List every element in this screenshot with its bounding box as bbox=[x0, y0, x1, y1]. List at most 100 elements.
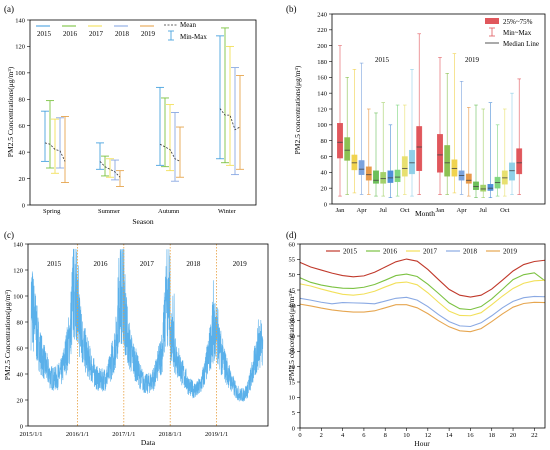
box-2019-m7 bbox=[480, 184, 487, 192]
year-label-2015: 2015 bbox=[47, 260, 62, 268]
legend-year-label: 2018 bbox=[115, 30, 130, 38]
x-tick-label: 20 bbox=[510, 432, 517, 439]
y-tick-label: 0 bbox=[324, 201, 327, 208]
box-2015-m11 bbox=[409, 149, 415, 175]
x-tick-label: 4 bbox=[341, 432, 345, 439]
legend-year-label: 2015 bbox=[37, 30, 52, 38]
legend-box-label: 25%~75% bbox=[503, 18, 533, 26]
y-tick-label: 20 bbox=[321, 185, 328, 192]
panel-d-label: (d) bbox=[286, 230, 297, 240]
y-tick-label: 0 bbox=[22, 202, 25, 209]
x-tick-label: 2 bbox=[320, 432, 323, 439]
line-2019 bbox=[299, 301, 546, 333]
panel-a-x-ticks: Spring Summer Autumn Winter bbox=[43, 208, 237, 215]
panel-b-boxes bbox=[337, 33, 523, 198]
panel-b-y-ticks: 0 20 40 60 80 100 120 140 160 180 200 220 240 bbox=[317, 11, 332, 208]
panel-b: (b) 0 20 40 60 80 100 120 140 160 180 200 220 240 Ja… bbox=[286, 4, 546, 218]
mean-line-autumn bbox=[159, 143, 181, 162]
panel-c-label: (c) bbox=[4, 230, 14, 240]
panel-b-year-2019: 2019 bbox=[465, 56, 480, 64]
box-2015-m2 bbox=[344, 137, 351, 161]
y-tick-label: 120 bbox=[13, 267, 23, 274]
legend-label-2016: 2016 bbox=[383, 248, 398, 256]
legend-whisker-label: Min~Max bbox=[503, 29, 532, 37]
x-tick-label: Summer bbox=[98, 208, 121, 215]
x-tick-label: 18 bbox=[488, 432, 495, 439]
mean-line-summer bbox=[99, 161, 121, 178]
y-tick-label: 15 bbox=[289, 379, 296, 386]
y-tick-label: 60 bbox=[19, 123, 26, 130]
box-2019-m8 bbox=[487, 184, 494, 191]
x-tick-label: 6 bbox=[362, 432, 366, 439]
panel-d-y-ticks: 0 5 10 15 20 25 30 35 40 45 50 55 60 bbox=[289, 241, 300, 432]
panel-d-x-axis-label: Hour bbox=[414, 439, 430, 448]
legend-label-2017: 2017 bbox=[423, 248, 438, 256]
y-tick-label: 35 bbox=[289, 318, 296, 325]
x-tick-label: 0 bbox=[298, 432, 301, 439]
panel-d: (d) 0 5 10 15 20 25 30 35 40 45 50 55 60 0 2 4 6 8 10 12 14… bbox=[286, 230, 546, 448]
year-label-2017: 2017 bbox=[140, 260, 155, 268]
x-tick-label: 12 bbox=[425, 432, 432, 439]
legend-label-2018: 2018 bbox=[463, 248, 478, 256]
x-tick-label: Spring bbox=[43, 208, 61, 215]
box-2019-m12 bbox=[516, 148, 523, 175]
x-tick-label: Jul bbox=[479, 207, 487, 214]
y-tick-label: 100 bbox=[317, 122, 327, 129]
panel-a-y-ticks: 0 20 40 60 80 100 120 140 bbox=[15, 17, 30, 209]
y-tick-label: 40 bbox=[289, 303, 296, 310]
x-tick-label: Oct bbox=[400, 207, 410, 214]
x-tick-label: 22 bbox=[531, 432, 538, 439]
x-tick-label: Oct bbox=[500, 207, 510, 214]
box-2019-m2 bbox=[444, 145, 451, 177]
y-tick-label: 20 bbox=[19, 176, 26, 183]
panel-b-y-axis-label: PM2.5 concentrations(μg/m³) bbox=[293, 65, 302, 154]
panel-c-year-labels: 2015 2016 2017 2018 2019 bbox=[47, 260, 247, 268]
x-tick-label: Jul bbox=[379, 207, 387, 214]
legend-label-2019: 2019 bbox=[503, 248, 518, 256]
mean-line-spring bbox=[44, 142, 66, 162]
y-tick-label: 80 bbox=[17, 319, 24, 326]
panel-a-mean-lines bbox=[44, 108, 241, 178]
box-2015-m1 bbox=[337, 123, 343, 159]
box-2015-m12 bbox=[416, 126, 423, 171]
y-tick-label: 20 bbox=[17, 397, 24, 404]
y-tick-label: 120 bbox=[317, 106, 327, 113]
year-label-2018: 2018 bbox=[186, 260, 201, 268]
panel-a-x-axis-label: Season bbox=[132, 217, 153, 226]
y-tick-label: 30 bbox=[289, 333, 296, 340]
panel-b-label: (b) bbox=[286, 4, 297, 14]
y-tick-label: 160 bbox=[317, 75, 327, 82]
x-tick-label: 2015/1/1 bbox=[19, 431, 42, 438]
panel-a-y-axis-label: PM2.5 Concentrations(μg/m³) bbox=[6, 66, 15, 157]
y-tick-label: 60 bbox=[17, 345, 24, 352]
box-2015-m10 bbox=[401, 156, 408, 177]
y-tick-label: 60 bbox=[321, 154, 328, 161]
panel-a-legend: Mean Min-Max 2015 2016 2017 2018 2019 bbox=[36, 21, 207, 41]
y-tick-label: 40 bbox=[19, 149, 26, 156]
box-2015-m5 bbox=[365, 166, 372, 181]
panel-a-year-series bbox=[41, 27, 244, 187]
panel-c-x-ticks: 2015/1/1 2016/1/1 2017/1/1 2018/1/1 2019/1/1 bbox=[19, 431, 228, 438]
panel-c-plot-frame bbox=[27, 243, 269, 427]
y-tick-label: 80 bbox=[321, 138, 328, 145]
panel-c-year-separators bbox=[77, 244, 218, 426]
panel-d-plot-frame bbox=[299, 243, 546, 429]
panel-c-daily-line bbox=[30, 248, 264, 402]
x-tick-label: Winter bbox=[218, 208, 237, 215]
legend-year-label: 2019 bbox=[141, 30, 156, 38]
y-tick-label: 60 bbox=[289, 241, 296, 248]
legend-year-label: 2017 bbox=[89, 30, 104, 38]
x-tick-label: Apr bbox=[457, 207, 468, 214]
box-2015-m8 bbox=[387, 170, 394, 183]
y-tick-label: 10 bbox=[289, 395, 296, 402]
y-tick-label: 0 bbox=[292, 425, 295, 432]
y-tick-label: 45 bbox=[289, 287, 296, 294]
x-tick-label: 16 bbox=[467, 432, 474, 439]
y-tick-label: 120 bbox=[15, 44, 25, 51]
x-tick-label: 14 bbox=[446, 432, 453, 439]
x-tick-label: 2018/1/1 bbox=[159, 431, 182, 438]
box-2019-m6 bbox=[473, 181, 479, 190]
panel-c-y-ticks: 0 20 40 60 80 100 120 140 bbox=[13, 241, 28, 430]
year-label-2016: 2016 bbox=[94, 260, 109, 268]
box-2015-m4 bbox=[358, 160, 365, 175]
